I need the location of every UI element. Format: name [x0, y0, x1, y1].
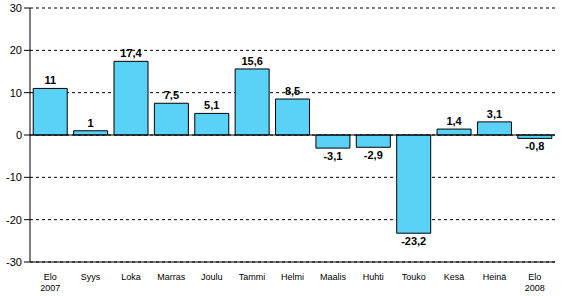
svg-text:11: 11: [44, 74, 56, 86]
svg-text:Kesä: Kesä: [444, 272, 465, 282]
svg-text:Helmi: Helmi: [281, 272, 304, 282]
svg-text:1,4: 1,4: [446, 115, 462, 127]
svg-text:15,6: 15,6: [241, 55, 262, 67]
svg-text:Syys: Syys: [81, 272, 101, 282]
svg-text:Tammi: Tammi: [239, 272, 266, 282]
svg-text:-2,9: -2,9: [364, 149, 383, 161]
svg-text:Joulu: Joulu: [201, 272, 223, 282]
svg-text:-0,8: -0,8: [525, 140, 544, 152]
svg-text:Heinä: Heinä: [483, 272, 507, 282]
svg-text:3,1: 3,1: [487, 108, 502, 120]
svg-text:-23,2: -23,2: [401, 235, 426, 247]
svg-text:Loka: Loka: [121, 272, 141, 282]
svg-text:-3,1: -3,1: [323, 150, 342, 162]
svg-text:10: 10: [10, 87, 22, 99]
svg-text:-20: -20: [8, 214, 22, 226]
svg-text:8,5: 8,5: [285, 85, 300, 97]
svg-text:7,5: 7,5: [164, 89, 179, 101]
svg-text:17,4: 17,4: [120, 47, 142, 59]
svg-text:0: 0: [16, 129, 22, 141]
svg-text:20: 20: [10, 44, 22, 56]
svg-text:Maalis: Maalis: [320, 272, 347, 282]
svg-text:Elo: Elo: [528, 272, 541, 282]
svg-text:-30: -30: [8, 256, 22, 268]
svg-text:2008: 2008: [525, 283, 545, 293]
svg-text:-10: -10: [8, 171, 22, 183]
svg-text:Touko: Touko: [402, 272, 426, 282]
svg-text:2007: 2007: [40, 283, 60, 293]
svg-text:1: 1: [88, 117, 94, 129]
svg-text:30: 30: [10, 2, 22, 14]
svg-text:Elo: Elo: [44, 272, 57, 282]
svg-text:Marras: Marras: [157, 272, 186, 282]
svg-text:Huhti: Huhti: [363, 272, 384, 282]
svg-text:5,1: 5,1: [204, 99, 219, 111]
